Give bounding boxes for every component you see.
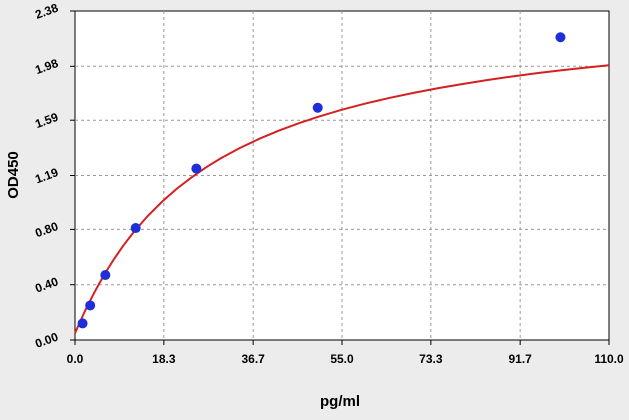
- data-point: [191, 163, 202, 174]
- x-tick-label: 73.3: [419, 352, 443, 366]
- data-points: [77, 32, 566, 329]
- x-tick-label: 36.7: [241, 352, 265, 366]
- x-tick-label: 0.0: [67, 352, 84, 366]
- x-axis-label: pg/ml: [320, 393, 360, 410]
- data-point: [555, 32, 566, 43]
- data-point: [312, 102, 323, 113]
- y-axis-label: OD450: [5, 151, 22, 199]
- x-tick-label: 55.0: [330, 352, 354, 366]
- x-tick-label: 91.7: [508, 352, 532, 366]
- x-tick-label: 18.3: [152, 352, 176, 366]
- x-tick-labels: 0.0 18.3 36.7 55.0 73.3 91.7 110.0: [67, 352, 624, 366]
- gridlines: [75, 11, 609, 340]
- x-tick-label: 110.0: [594, 352, 624, 366]
- fitted-curve: [74, 64, 610, 334]
- data-point: [100, 270, 111, 281]
- data-point: [77, 318, 88, 329]
- tick-marks: [70, 10, 610, 345]
- data-point: [85, 300, 96, 311]
- data-point: [130, 223, 141, 234]
